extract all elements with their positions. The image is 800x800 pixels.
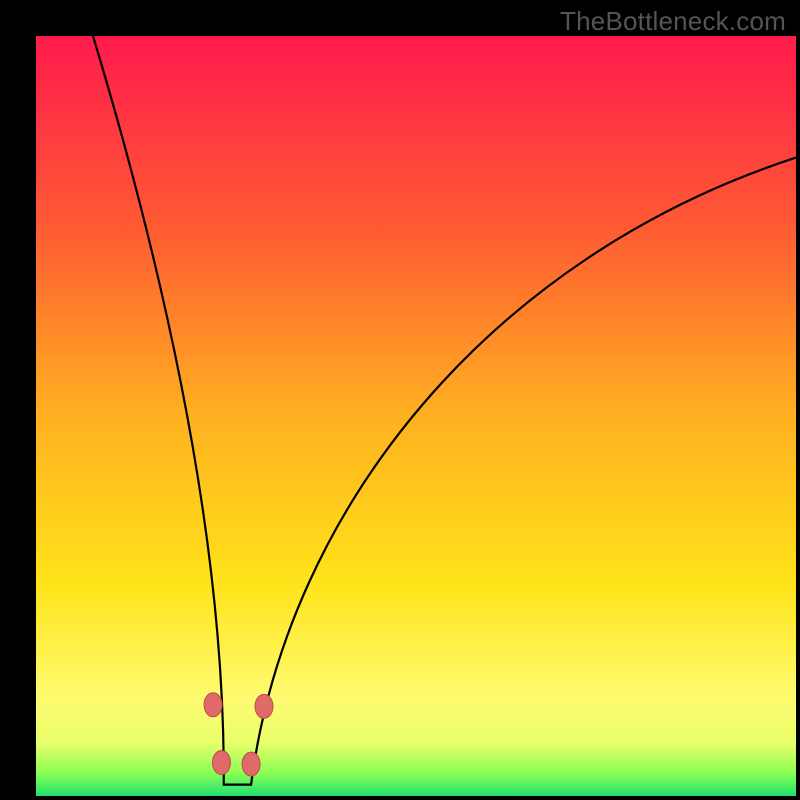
chart-container: { "watermark": { "text": "TheBottleneck.… [0,0,800,800]
curve-marker [255,694,273,718]
curve-layer [0,0,800,800]
watermark-text: TheBottleneck.com [560,6,786,37]
curve-marker [212,751,230,775]
bottleneck-curve [93,36,796,785]
curve-marker [242,752,260,776]
marker-group [204,693,273,776]
curve-marker [204,693,222,717]
